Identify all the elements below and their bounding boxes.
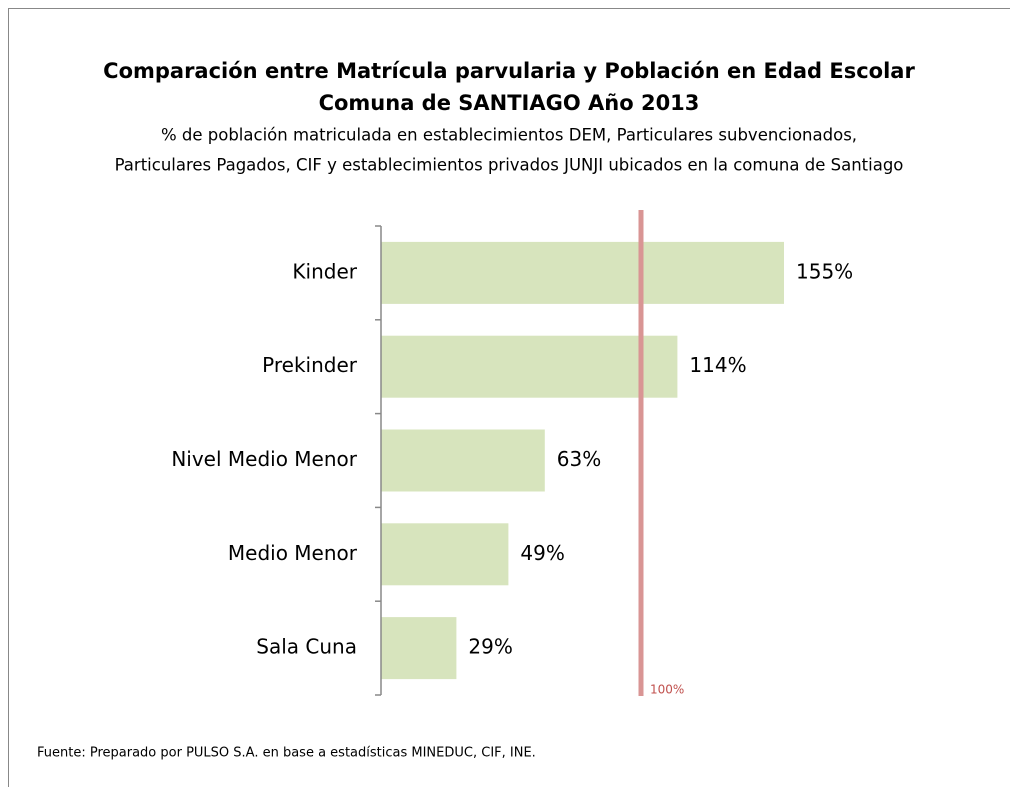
source-note: Fuente: Preparado por PULSO S.A. en base…	[37, 746, 536, 761]
bar	[381, 429, 545, 492]
value-label: 49%	[520, 541, 564, 565]
category-label: Nivel Medio Menor	[171, 447, 357, 471]
bar	[381, 241, 784, 304]
chart-title: Comuna de SANTIAGO Año 2013	[319, 91, 700, 115]
category-label: Sala Cuna	[256, 635, 357, 659]
category-label: Medio Menor	[228, 541, 358, 565]
chart-subtitle: Particulares Pagados, CIF y establecimie…	[115, 156, 904, 175]
bar	[381, 523, 509, 586]
bar	[381, 335, 678, 398]
value-label: 29%	[468, 635, 512, 659]
chart-title: Comparación entre Matrícula parvularia y…	[103, 59, 915, 83]
value-label: 114%	[689, 353, 746, 377]
reference-label: 100%	[650, 683, 684, 697]
category-label: Prekinder	[262, 353, 358, 377]
chart-subtitle: % de población matriculada en establecim…	[161, 126, 857, 145]
chart-frame	[8, 8, 1010, 787]
value-label: 63%	[557, 447, 601, 471]
bar	[381, 617, 457, 680]
value-label: 155%	[796, 259, 853, 283]
category-label: Kinder	[292, 259, 357, 283]
